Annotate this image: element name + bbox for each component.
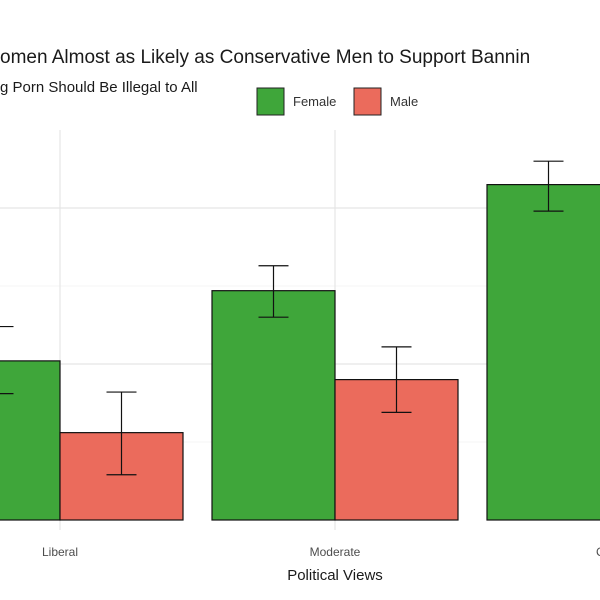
x-tick-label: Liberal [42,545,78,559]
bar-female [211,290,336,521]
bars [0,184,600,521]
x-tick-label: Moderate [310,545,361,559]
x-tick-labels: Liberal Moderate Cons [42,545,600,559]
error-bar-female [258,265,289,318]
error-bar-male [381,346,412,413]
bar-female [486,184,600,521]
legend-label-female: Female [293,94,336,109]
error-bar-female [533,160,564,212]
chart-title: omen Almost as Likely as Conservative Me… [0,47,530,68]
x-tick-label: Cons [596,545,600,559]
bar-female [0,360,61,521]
error-bar-female [0,325,14,395]
error-bars [0,160,564,476]
legend-label-male: Male [390,94,418,109]
legend-swatch-female [256,87,285,116]
error-bar-male [106,391,137,476]
legend-swatch-male [353,87,382,116]
x-axis-title: Political Views [287,567,383,584]
chart-subtitle: g Porn Should Be Illegal to All [0,79,198,96]
legend: Female Male [256,87,418,116]
